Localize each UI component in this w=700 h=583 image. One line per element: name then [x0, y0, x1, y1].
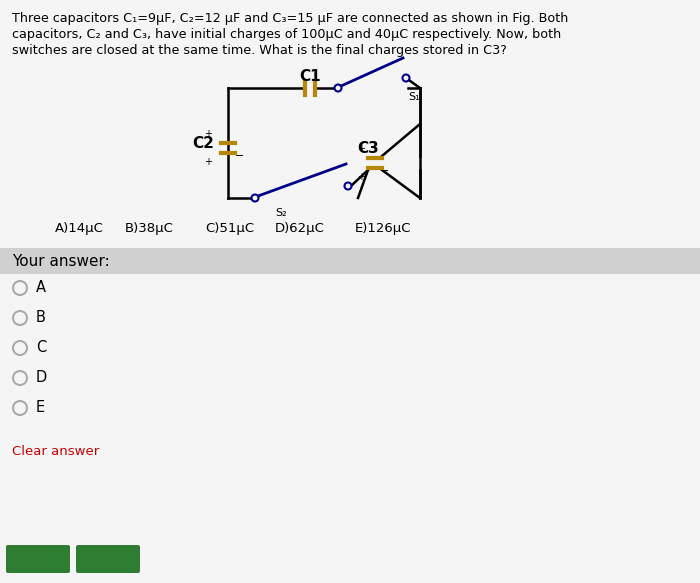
- Text: switches are closed at the same time. What is the final charges stored in C3?: switches are closed at the same time. Wh…: [12, 44, 507, 57]
- Circle shape: [13, 371, 27, 385]
- Circle shape: [344, 182, 351, 189]
- Text: C2: C2: [192, 135, 214, 150]
- Text: C1: C1: [299, 69, 321, 84]
- FancyBboxPatch shape: [76, 545, 140, 573]
- Circle shape: [402, 75, 409, 82]
- Circle shape: [13, 281, 27, 295]
- Text: A: A: [36, 280, 46, 296]
- Text: +: +: [357, 172, 365, 182]
- FancyBboxPatch shape: [0, 248, 700, 274]
- Text: Back: Back: [21, 553, 55, 566]
- Text: Your answer:: Your answer:: [12, 254, 110, 269]
- Text: D: D: [36, 371, 48, 385]
- Circle shape: [13, 341, 27, 355]
- Text: E: E: [36, 401, 45, 416]
- Text: Three capacitors C₁=9μF, C₂=12 μF and C₃=15 μF are connected as shown in Fig. Bo: Three capacitors C₁=9μF, C₂=12 μF and C₃…: [12, 12, 568, 25]
- Text: −: −: [235, 151, 245, 161]
- Circle shape: [13, 401, 27, 415]
- Text: Clear answer: Clear answer: [12, 445, 99, 458]
- Text: +: +: [204, 157, 212, 167]
- Text: −: −: [380, 166, 390, 176]
- Text: B)38μC: B)38μC: [125, 222, 174, 235]
- Text: C3: C3: [357, 141, 379, 156]
- Circle shape: [251, 195, 258, 202]
- Text: D)62μC: D)62μC: [275, 222, 325, 235]
- Text: +: +: [357, 144, 365, 154]
- Text: A)14μC: A)14μC: [55, 222, 104, 235]
- Text: E)126μC: E)126μC: [355, 222, 412, 235]
- Circle shape: [335, 85, 342, 92]
- Text: S₂: S₂: [275, 208, 286, 218]
- Text: capacitors, C₂ and C₃, have initial charges of 100μC and 40μC respectively. Now,: capacitors, C₂ and C₃, have initial char…: [12, 28, 561, 41]
- Text: S₁: S₁: [408, 92, 419, 102]
- Text: C: C: [36, 340, 46, 356]
- Text: +: +: [204, 129, 212, 139]
- FancyBboxPatch shape: [6, 545, 70, 573]
- Text: Next: Next: [92, 553, 125, 566]
- Circle shape: [13, 311, 27, 325]
- Text: B: B: [36, 311, 46, 325]
- Text: C)51μC: C)51μC: [205, 222, 254, 235]
